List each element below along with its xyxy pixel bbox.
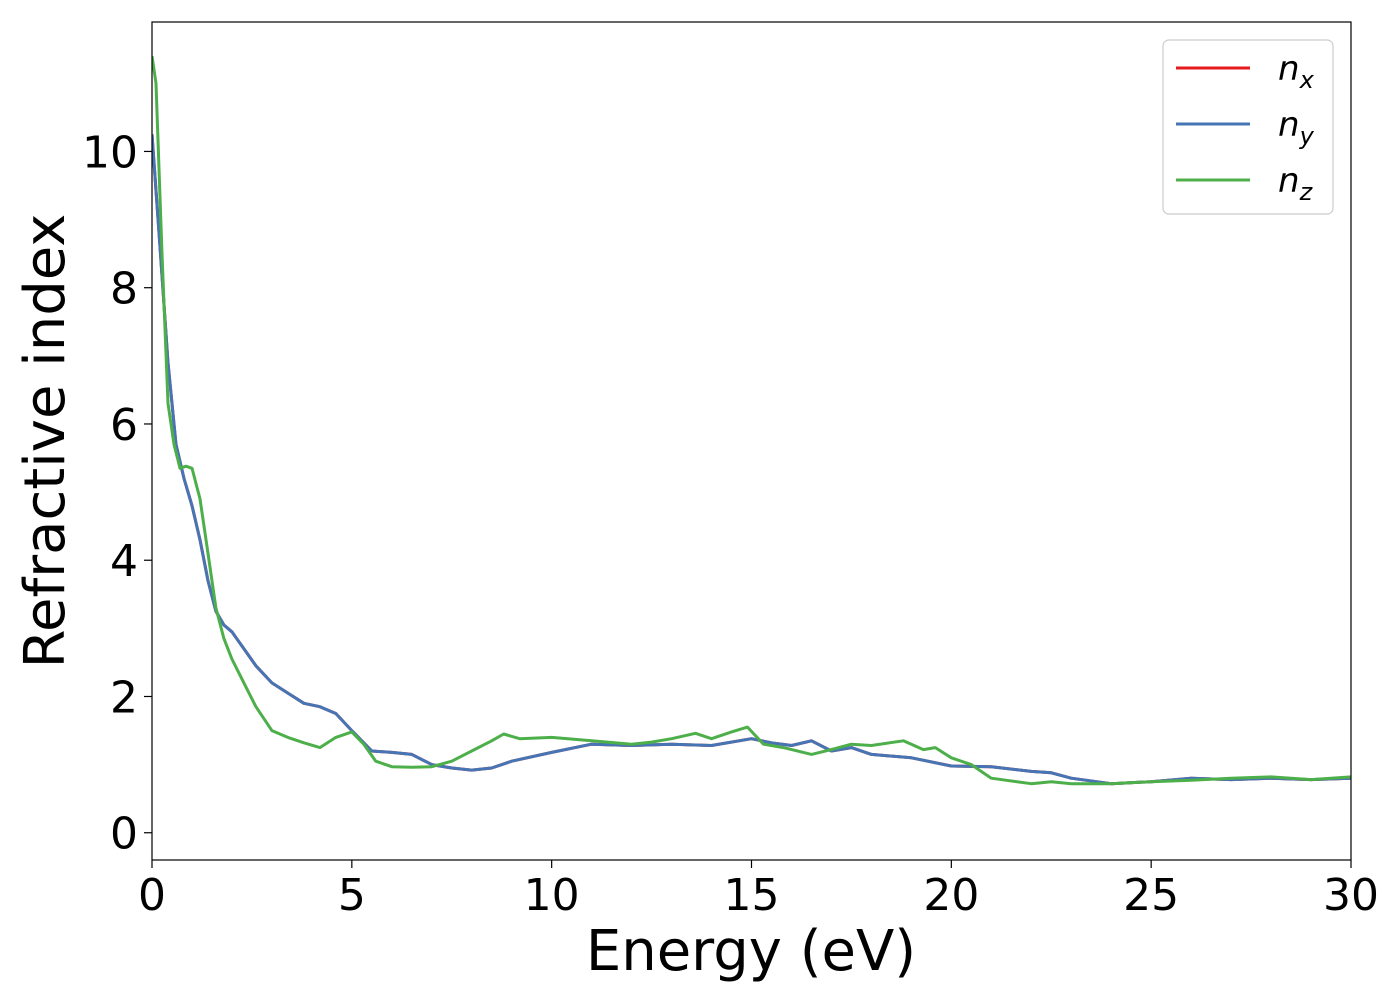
x-tick-label: 25	[1123, 870, 1179, 921]
x-tick-label: 10	[524, 870, 580, 921]
x-tick-label: 5	[338, 870, 366, 921]
legend-label-nx: nx	[1278, 49, 1315, 94]
x-tick-label: 0	[138, 870, 166, 921]
legend-label-ny: ny	[1278, 105, 1315, 150]
y-tick-label: 0	[110, 809, 138, 860]
y-tick-label: 4	[110, 536, 138, 587]
legend-label-nz: nz	[1278, 161, 1314, 206]
x-tick-label: 20	[923, 870, 979, 921]
y-axis-ticks: 0 2 4 6 8 10	[82, 127, 152, 860]
series-line-nz	[152, 55, 1351, 786]
y-tick-label: 2	[110, 672, 138, 723]
x-tick-label: 30	[1323, 870, 1379, 921]
y-axis-label: Refractive index	[13, 214, 78, 669]
y-tick-label: 6	[110, 400, 138, 451]
x-axis-label: Energy (eV)	[586, 919, 916, 984]
y-tick-label: 8	[110, 264, 138, 315]
plot-lines	[152, 55, 1351, 786]
legend: nx ny nz	[1162, 39, 1334, 215]
y-tick-label: 10	[82, 127, 138, 178]
x-axis-ticks: 0 5 10 15 20 25 30	[138, 860, 1379, 921]
legend-box	[1162, 39, 1334, 215]
x-tick-label: 15	[724, 870, 780, 921]
